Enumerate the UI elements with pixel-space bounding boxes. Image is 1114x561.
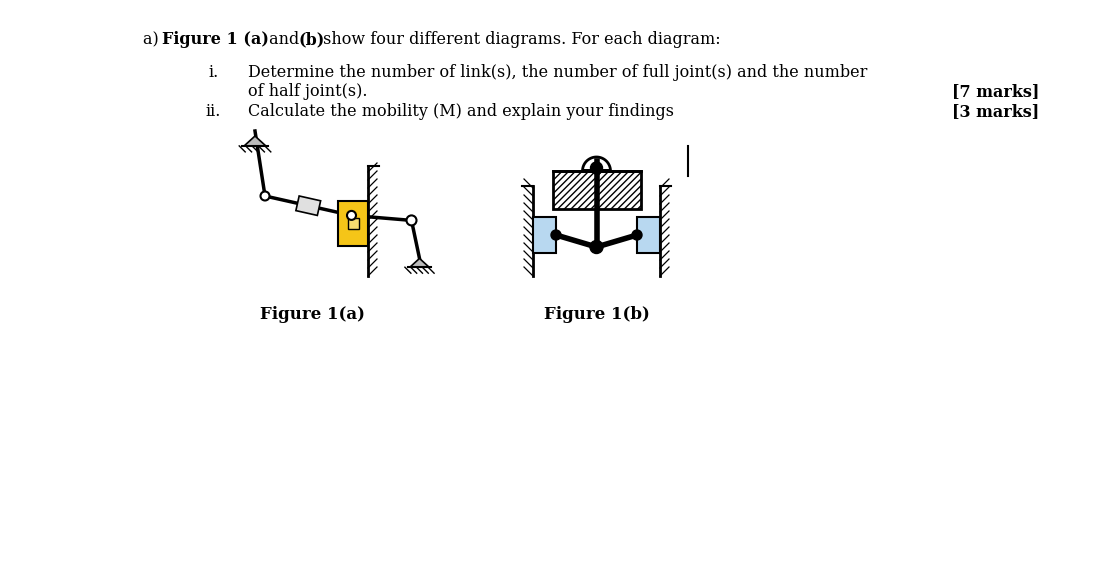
Circle shape xyxy=(346,211,356,220)
Text: Figure 1(a): Figure 1(a) xyxy=(261,306,365,323)
Bar xyxy=(553,171,641,209)
Bar xyxy=(296,196,321,215)
Text: of half joint(s).: of half joint(s). xyxy=(248,83,368,100)
Text: Figure 1 (a): Figure 1 (a) xyxy=(162,31,268,48)
Text: ii.: ii. xyxy=(205,103,221,120)
Text: [7 marks]: [7 marks] xyxy=(952,83,1039,100)
Text: Determine the number of link(s), the number of full joint(s) and the number: Determine the number of link(s), the num… xyxy=(248,64,868,81)
Text: Figure 1(b): Figure 1(b) xyxy=(544,306,649,323)
Bar xyxy=(348,218,359,229)
Circle shape xyxy=(632,230,642,240)
Circle shape xyxy=(551,230,561,240)
Circle shape xyxy=(407,215,417,226)
Text: a): a) xyxy=(143,31,164,48)
Text: and: and xyxy=(264,31,304,48)
Bar xyxy=(532,217,556,253)
Bar xyxy=(338,201,368,246)
Polygon shape xyxy=(583,157,610,171)
Text: (b): (b) xyxy=(299,31,324,48)
Bar xyxy=(637,217,659,253)
Text: [3 marks]: [3 marks] xyxy=(952,103,1039,120)
Polygon shape xyxy=(244,136,266,146)
Circle shape xyxy=(261,191,270,200)
Text: i.: i. xyxy=(208,64,218,81)
Circle shape xyxy=(590,162,603,174)
Text: Calculate the mobility (M) and explain your findings: Calculate the mobility (M) and explain y… xyxy=(248,103,674,120)
Circle shape xyxy=(590,241,603,254)
Polygon shape xyxy=(410,259,429,267)
Text: show four different diagrams. For each diagram:: show four different diagrams. For each d… xyxy=(317,31,721,48)
